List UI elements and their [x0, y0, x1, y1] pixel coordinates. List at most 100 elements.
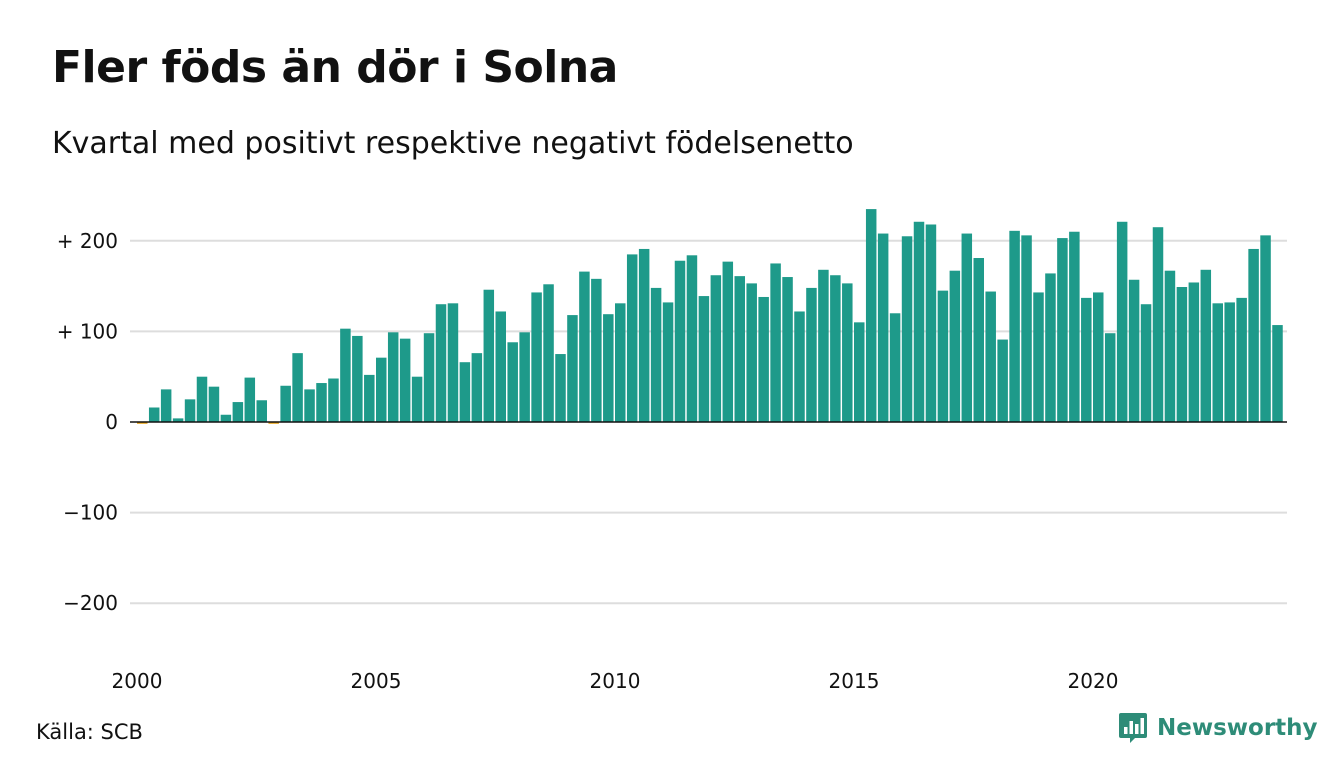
bar-positive: [698, 296, 710, 422]
bar-positive: [710, 275, 722, 422]
bar-positive: [555, 354, 566, 422]
bar-positive: [686, 255, 698, 422]
chart-subtitle: Kvartal med positivt respektive negativt…: [52, 126, 854, 161]
y-tick-label: −100: [63, 501, 118, 525]
x-tick-label: 2005: [351, 669, 402, 693]
bar-positive: [913, 221, 925, 422]
bar-positive: [1093, 292, 1104, 422]
bar-positive: [1081, 297, 1092, 422]
bar-positive: [889, 313, 901, 422]
bar-positive: [1164, 270, 1176, 422]
bar-positive: [877, 233, 889, 422]
bar-positive: [1069, 231, 1080, 422]
bar-positive: [901, 236, 913, 422]
bar-positive: [603, 314, 614, 422]
chart-title: Fler föds än dör i Solna: [52, 42, 618, 93]
bars: [137, 209, 1283, 424]
bar-positive: [1200, 269, 1212, 422]
bar-positive: [925, 224, 937, 422]
bar-positive: [1009, 230, 1020, 422]
bar-positive: [184, 399, 196, 422]
bar-positive: [280, 385, 291, 422]
bar-positive: [1212, 303, 1223, 422]
brand-name: Newsworthy: [1157, 715, 1318, 741]
bar-positive: [1128, 279, 1140, 422]
bar-positive: [854, 322, 865, 422]
bar-positive: [674, 260, 686, 422]
bar-positive: [1116, 221, 1128, 422]
bar-positive: [148, 407, 160, 422]
source-note: Källa: SCB: [36, 720, 143, 744]
bar-positive: [435, 304, 447, 422]
bar-positive: [304, 389, 315, 422]
x-tick-label: 2010: [590, 669, 641, 693]
bar-positive: [244, 377, 256, 422]
bar-positive: [1057, 238, 1068, 422]
bar-positive: [483, 289, 495, 422]
bar-positive: [626, 254, 638, 422]
bar-positive: [459, 362, 471, 422]
bar-positive: [818, 269, 829, 422]
bar-positive: [806, 287, 817, 422]
y-tick-label: 0: [105, 410, 118, 434]
bar-positive: [1188, 282, 1200, 422]
bar-positive: [519, 332, 530, 422]
bar-positive: [495, 311, 506, 422]
bar-positive: [1272, 325, 1283, 422]
bar-positive: [1248, 248, 1259, 422]
bar-positive: [220, 414, 232, 422]
bar-negative: [137, 422, 148, 424]
bar-positive: [937, 290, 949, 422]
bar-positive: [543, 284, 554, 422]
bar-positive: [507, 342, 518, 422]
bar-positive: [842, 283, 853, 422]
bar-positive: [782, 277, 793, 422]
bar-positive: [423, 333, 435, 422]
axes: + 200 + 100 0 −100 −200 2000 2005 2010 2015 2020: [57, 229, 1287, 693]
bar-positive: [794, 311, 805, 422]
bar-positive: [1260, 235, 1271, 422]
bar-positive: [985, 291, 996, 422]
bar-positive: [830, 275, 841, 422]
x-tick-label: 2020: [1068, 669, 1119, 693]
y-tick-label: −200: [63, 591, 118, 615]
bar-positive: [734, 276, 745, 422]
bar-positive: [352, 335, 363, 422]
bar-positive: [196, 376, 208, 422]
bar-positive: [1033, 292, 1044, 422]
bar-positive: [615, 303, 626, 422]
bar-positive: [1152, 227, 1164, 422]
bar-positive: [997, 339, 1008, 422]
bar-positive: [1224, 302, 1235, 422]
bar-positive: [340, 328, 351, 422]
bar-positive: [364, 374, 375, 422]
bar-positive: [1140, 304, 1152, 422]
bar-positive: [376, 357, 387, 422]
y-tick-label: + 200: [57, 229, 118, 253]
bar-positive: [949, 270, 961, 422]
bar-chart: + 200 + 100 0 −100 −200 2000 2005 2010 2015 2020: [57, 209, 1287, 693]
bar-positive: [256, 400, 267, 422]
bar-positive: [208, 386, 220, 422]
x-tick-label: 2015: [829, 669, 880, 693]
bar-positive: [758, 296, 769, 422]
newsworthy-logo[interactable]: Newsworthy: [1118, 712, 1318, 744]
bar-positive: [316, 383, 327, 422]
bar-positive: [292, 353, 303, 422]
bar-positive: [1236, 297, 1247, 422]
bar-positive: [160, 389, 172, 422]
bar-positive: [1021, 235, 1032, 422]
bar-positive: [579, 271, 590, 422]
bar-positive: [1104, 333, 1116, 422]
bar-positive: [567, 315, 578, 422]
bar-positive: [591, 278, 602, 422]
bar-positive: [447, 303, 459, 422]
bar-positive: [662, 302, 674, 422]
x-tick-label: 2000: [112, 669, 163, 693]
bar-positive: [1045, 273, 1056, 422]
bar-positive: [770, 263, 781, 422]
bar-positive: [722, 261, 734, 422]
bar-positive: [411, 376, 423, 422]
bar-positive: [1176, 287, 1188, 422]
bar-positive: [232, 402, 244, 422]
